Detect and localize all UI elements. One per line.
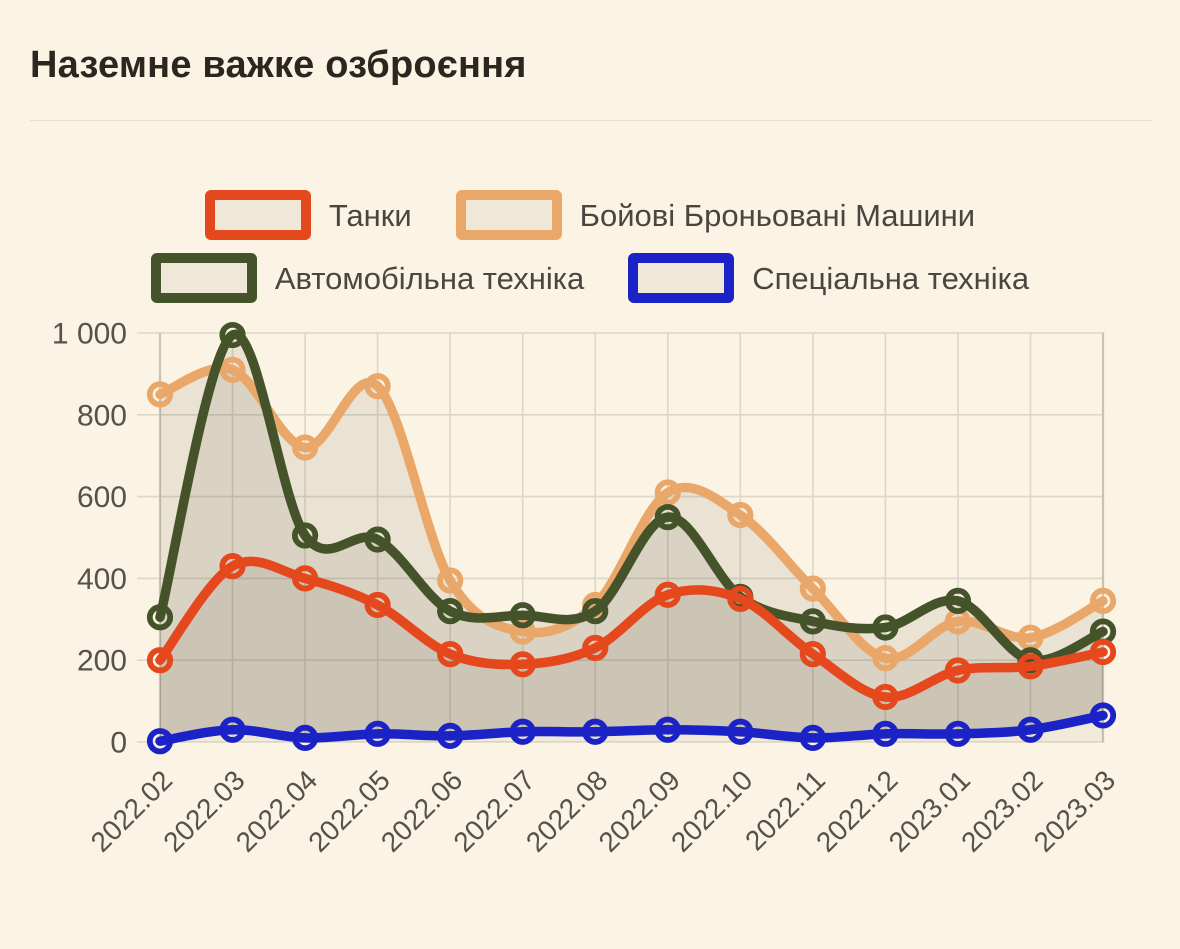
data-point-bbm [146, 381, 174, 408]
data-point-bbm [799, 575, 826, 602]
data-point-special [291, 724, 319, 752]
data-point-bbm [872, 645, 899, 672]
series-markers-auto [146, 321, 1117, 674]
data-point-special [364, 720, 391, 747]
data-point-auto [944, 587, 972, 614]
data-point-bbm [364, 373, 391, 400]
data-point-auto [799, 608, 826, 635]
y-tick-label: 200 [77, 645, 127, 678]
data-point-auto [582, 598, 609, 625]
page-title: Наземне важке озброєння [30, 44, 527, 86]
data-point-auto [872, 614, 899, 641]
data-point-bbm [654, 479, 681, 506]
legend-swatch-special-icon [628, 253, 735, 303]
data-point-auto [146, 604, 174, 631]
data-point-special [654, 716, 681, 743]
legend-item-special[interactable]: Спеціальна техніка [628, 253, 1029, 303]
legend-label-tanks: Танки [328, 197, 412, 233]
data-point-special [944, 720, 972, 747]
data-point-auto [219, 321, 246, 349]
y-tick-label: 0 [110, 727, 127, 760]
data-point-special [872, 720, 899, 747]
legend-swatch-auto-icon [150, 253, 257, 303]
series-line-special [155, 710, 1108, 746]
data-point-auto [509, 602, 536, 629]
data-point-auto [364, 526, 391, 553]
data-point-bbm [291, 434, 319, 461]
data-point-tanks [944, 657, 972, 684]
data-point-tanks [291, 565, 319, 592]
data-point-bbm [727, 501, 754, 529]
series-markers-special [146, 702, 1117, 755]
data-point-tanks [654, 581, 681, 608]
legend-row-2: Автомобільна техніка Спеціальна техніка [150, 253, 1029, 303]
data-point-auto [437, 598, 464, 625]
legend-label-bbm: Бойові Броньовані Машини [579, 197, 976, 233]
legend-swatch-tanks-icon [204, 190, 311, 240]
data-point-special [582, 718, 609, 745]
data-point-tanks [1089, 638, 1117, 666]
y-tick-label: 600 [77, 481, 127, 514]
series-area-auto [160, 334, 1103, 742]
data-point-special [727, 718, 754, 745]
y-tick-label: 400 [77, 563, 127, 596]
data-point-special [1089, 702, 1117, 729]
data-point-tanks [146, 647, 174, 674]
legend-label-auto: Автомобільна техніка [274, 260, 585, 296]
series-line-auto [155, 329, 1108, 666]
data-point-tanks [872, 683, 899, 711]
legend-item-bbm[interactable]: Бойові Броньовані Машини [455, 190, 976, 240]
data-point-tanks [582, 634, 609, 662]
data-point-special [146, 728, 174, 755]
x-tick-label: 2023.03 [1028, 764, 1121, 857]
data-point-bbm [1089, 587, 1117, 614]
data-point-bbm [219, 356, 246, 383]
title-divider [30, 120, 1152, 121]
data-point-tanks [1017, 653, 1044, 680]
data-point-special [437, 722, 464, 749]
legend-item-tanks[interactable]: Танки [204, 190, 412, 240]
legend-item-auto[interactable]: Автомобільна техніка [150, 253, 585, 303]
legend-swatch-bbm-icon [455, 190, 562, 240]
legend-row-1: Танки Бойові Броньовані Машини [204, 190, 976, 240]
data-point-auto [654, 503, 681, 531]
data-point-tanks [364, 591, 391, 619]
series-markers-tanks [146, 553, 1117, 711]
y-axis-labels: 0 200 400 600 800 1 000 [52, 318, 127, 760]
data-point-tanks [799, 640, 826, 668]
data-point-special [1017, 716, 1044, 743]
y-tick-label: 1 000 [52, 318, 127, 351]
series-line-tanks [155, 556, 1108, 702]
chart-legend: Танки Бойові Броньовані Машини Автомобіл… [0, 190, 1180, 303]
series-line-bbm [155, 363, 1108, 664]
y-tick-label: 800 [77, 399, 127, 432]
data-point-special [219, 716, 246, 743]
data-point-auto [291, 522, 319, 549]
data-point-tanks [219, 553, 246, 580]
data-point-special [509, 718, 536, 745]
legend-label-special: Спеціальна техніка [752, 260, 1030, 296]
data-point-tanks [437, 640, 464, 668]
data-point-special [799, 724, 826, 752]
x-tick-label: 2022.10 [665, 764, 758, 857]
data-point-tanks [727, 585, 754, 612]
data-point-tanks [509, 651, 536, 678]
x-axis-labels: 2022.022022.032022.042022.052022.062022.… [85, 764, 1121, 857]
data-point-bbm [509, 618, 536, 645]
data-point-bbm [437, 567, 464, 594]
